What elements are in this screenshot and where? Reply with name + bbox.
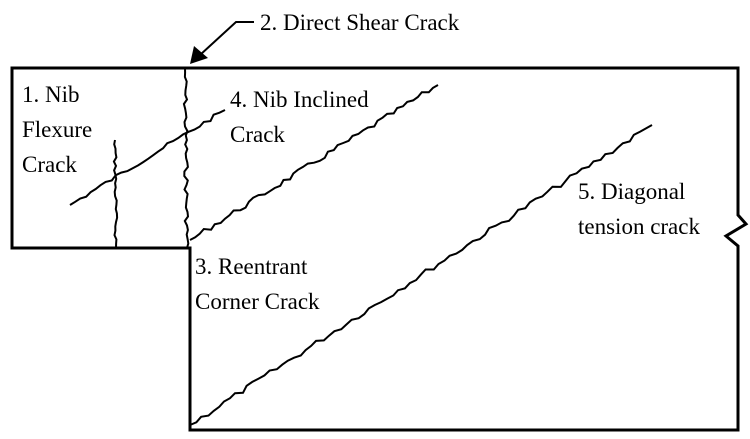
label-nib-inclined: Crack <box>230 122 285 147</box>
label-direct-shear: 2. Direct Shear Crack <box>260 10 460 35</box>
arrow-leader <box>199 21 254 56</box>
label-nib-flexure: 1. Nib <box>22 82 80 107</box>
arrow-head <box>190 46 208 64</box>
label-nib-flexure: Crack <box>22 152 77 177</box>
crack <box>182 67 190 249</box>
crack <box>69 109 226 206</box>
crack <box>189 84 439 241</box>
label-diagonal: 5. Diagonal <box>578 179 685 204</box>
label-diagonal: tension crack <box>578 214 700 239</box>
crack <box>112 139 119 249</box>
beam-outline <box>10 66 749 432</box>
label-nib-inclined: 4. Nib Inclined <box>230 87 369 112</box>
crack <box>189 124 653 426</box>
label-nib-flexure: Flexure <box>22 117 92 142</box>
label-reentrant: 3. Reentrant <box>195 254 308 279</box>
label-reentrant: Corner Crack <box>195 289 320 314</box>
